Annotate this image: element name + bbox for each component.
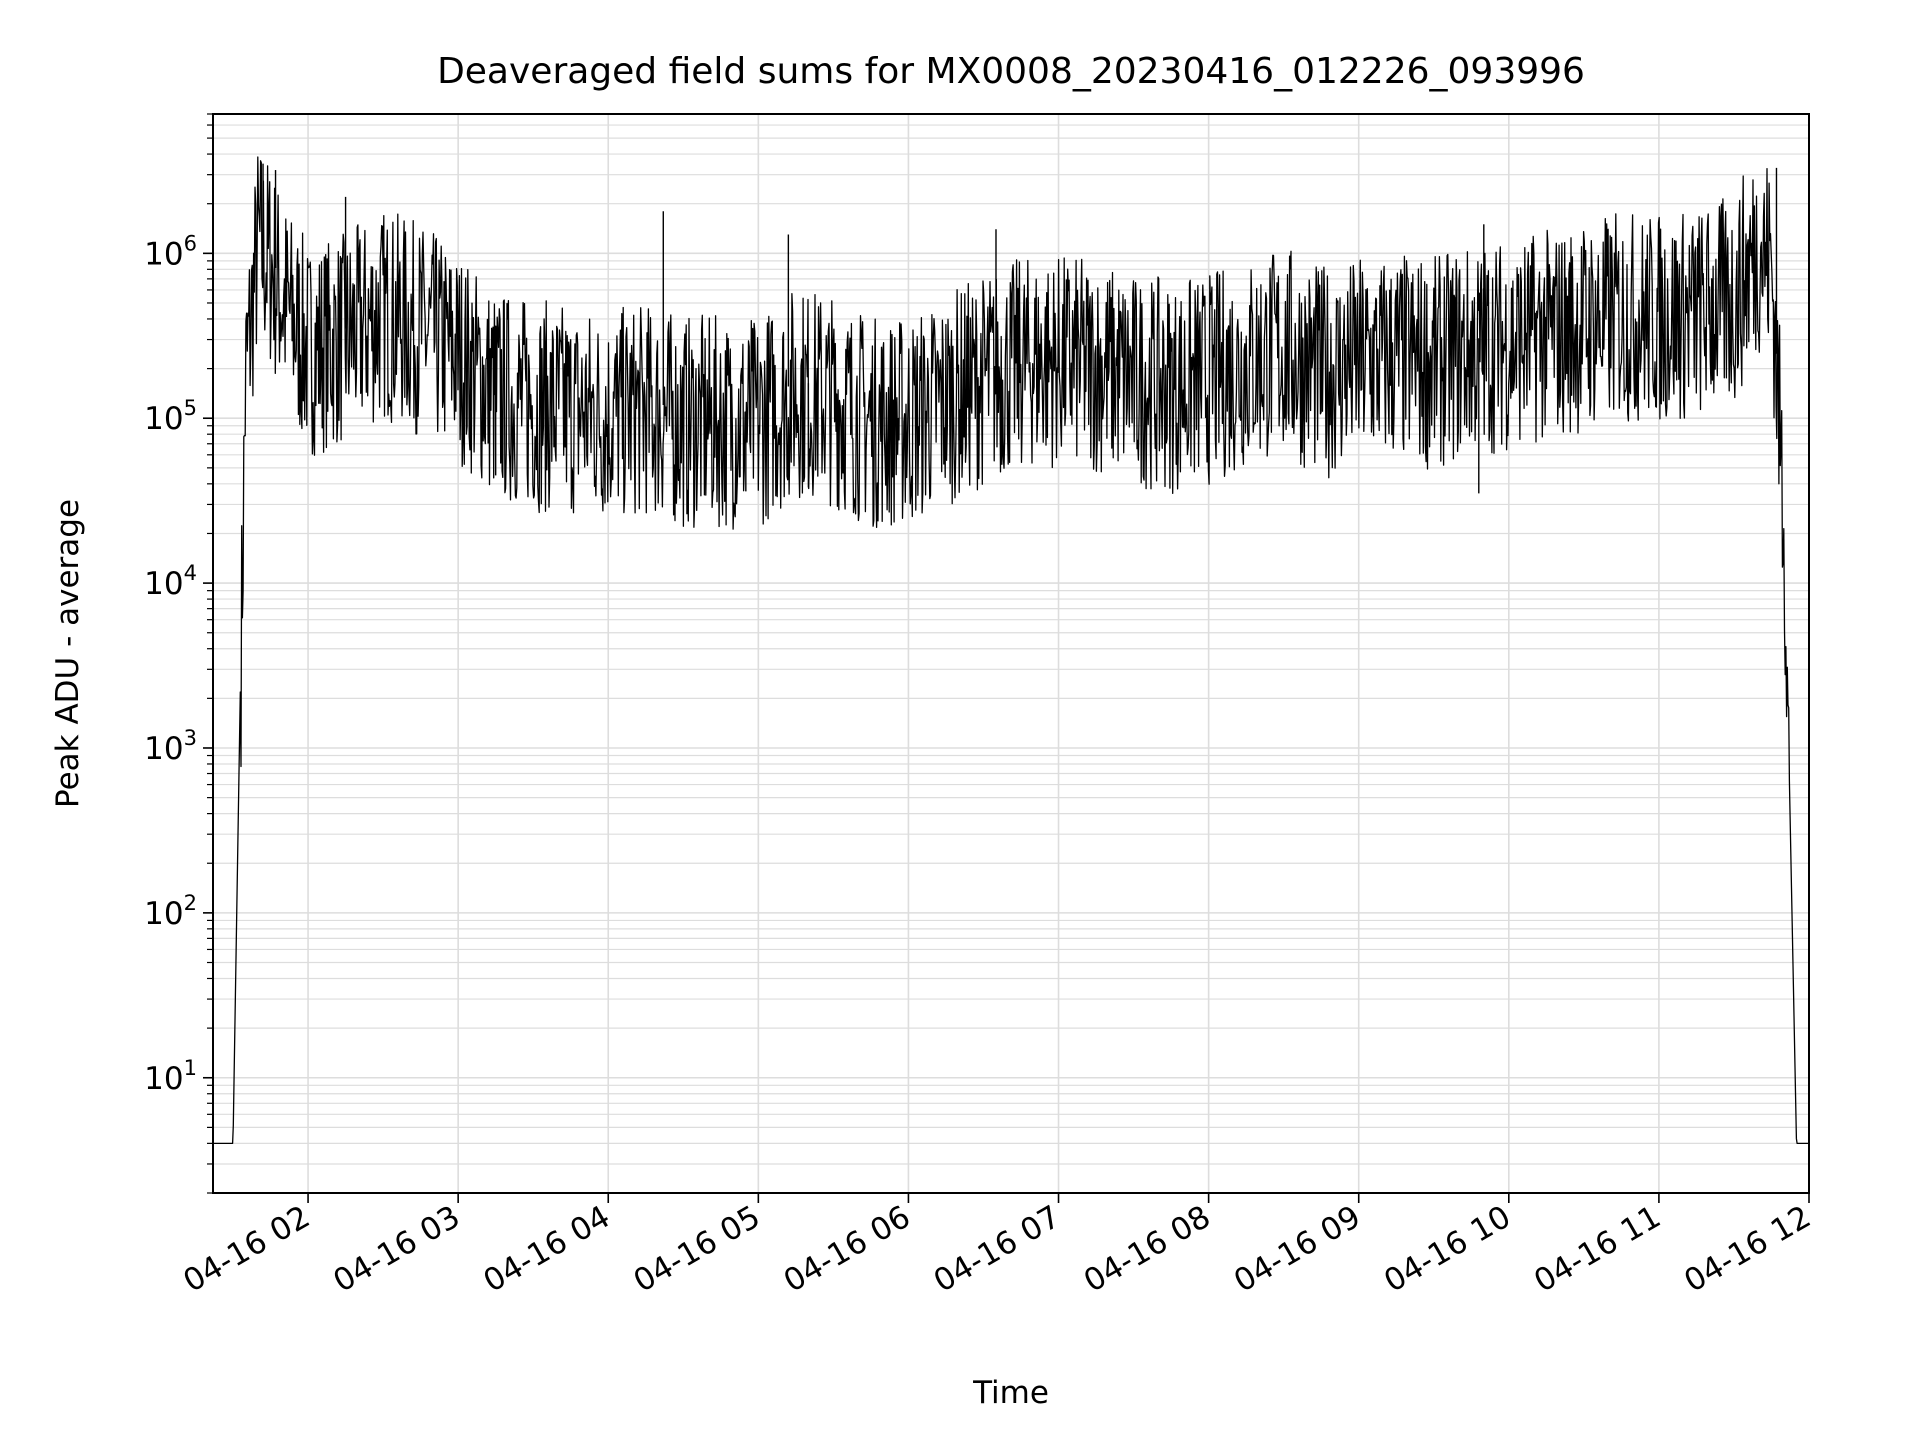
y-tick-base: 10 [144,1061,183,1097]
chart-title: Deaveraged field sums for MX0008_2023041… [437,51,1585,92]
x-axis-label: Time [972,1375,1049,1411]
y-tick-base: 10 [144,731,183,767]
y-tick-exponent: 1 [184,1056,197,1080]
y-tick-label: 102 [144,891,197,932]
y-tick-exponent: 3 [184,726,197,750]
y-tick-base: 10 [144,896,183,932]
y-tick-label: 106 [144,231,197,272]
y-tick-label: 105 [144,396,197,437]
plot-area-frame [212,113,1810,1194]
y-tick-base: 10 [144,401,183,437]
y-axis-label: Peak ADU - average [50,499,86,808]
series-line [213,156,1809,1145]
y-tick-exponent: 6 [184,231,197,255]
y-tick-label: 101 [144,1056,197,1097]
series-line-group [213,156,1809,1145]
y-tick-base: 10 [144,566,183,602]
y-tick-exponent: 5 [184,396,197,420]
y-tick-label: 104 [144,561,197,602]
y-tick-exponent: 4 [184,561,197,585]
y-tick-exponent: 2 [184,891,197,915]
y-tick-label: 103 [144,726,197,767]
y-tick-base: 10 [144,236,183,272]
